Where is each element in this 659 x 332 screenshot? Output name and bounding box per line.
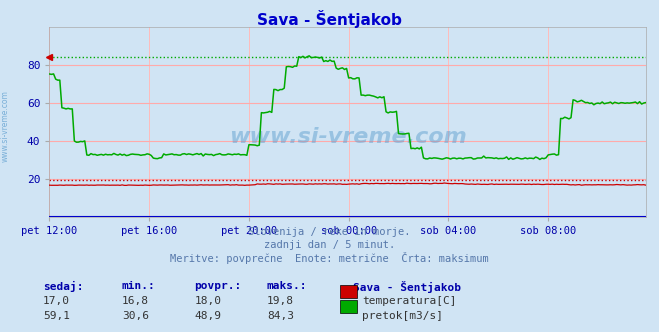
Text: temperatura[C]: temperatura[C] — [362, 296, 457, 306]
Text: 16,8: 16,8 — [122, 296, 149, 306]
Text: povpr.:: povpr.: — [194, 281, 242, 290]
Text: sedaj:: sedaj: — [43, 281, 83, 291]
Text: 84,3: 84,3 — [267, 311, 294, 321]
Text: 19,8: 19,8 — [267, 296, 294, 306]
Text: pretok[m3/s]: pretok[m3/s] — [362, 311, 444, 321]
Text: zadnji dan / 5 minut.: zadnji dan / 5 minut. — [264, 240, 395, 250]
Text: Sava - Šentjakob: Sava - Šentjakob — [257, 10, 402, 28]
Text: 18,0: 18,0 — [194, 296, 221, 306]
Text: min.:: min.: — [122, 281, 156, 290]
Text: 30,6: 30,6 — [122, 311, 149, 321]
Text: 17,0: 17,0 — [43, 296, 70, 306]
Text: Sava - Šentjakob: Sava - Šentjakob — [353, 281, 461, 292]
Text: Meritve: povprečne  Enote: metrične  Črta: maksimum: Meritve: povprečne Enote: metrične Črta:… — [170, 252, 489, 264]
Text: www.si-vreme.com: www.si-vreme.com — [229, 127, 467, 147]
Text: 59,1: 59,1 — [43, 311, 70, 321]
Text: Slovenija / reke in morje.: Slovenija / reke in morje. — [248, 227, 411, 237]
Text: www.si-vreme.com: www.si-vreme.com — [1, 90, 10, 162]
Text: 48,9: 48,9 — [194, 311, 221, 321]
Text: maks.:: maks.: — [267, 281, 307, 290]
